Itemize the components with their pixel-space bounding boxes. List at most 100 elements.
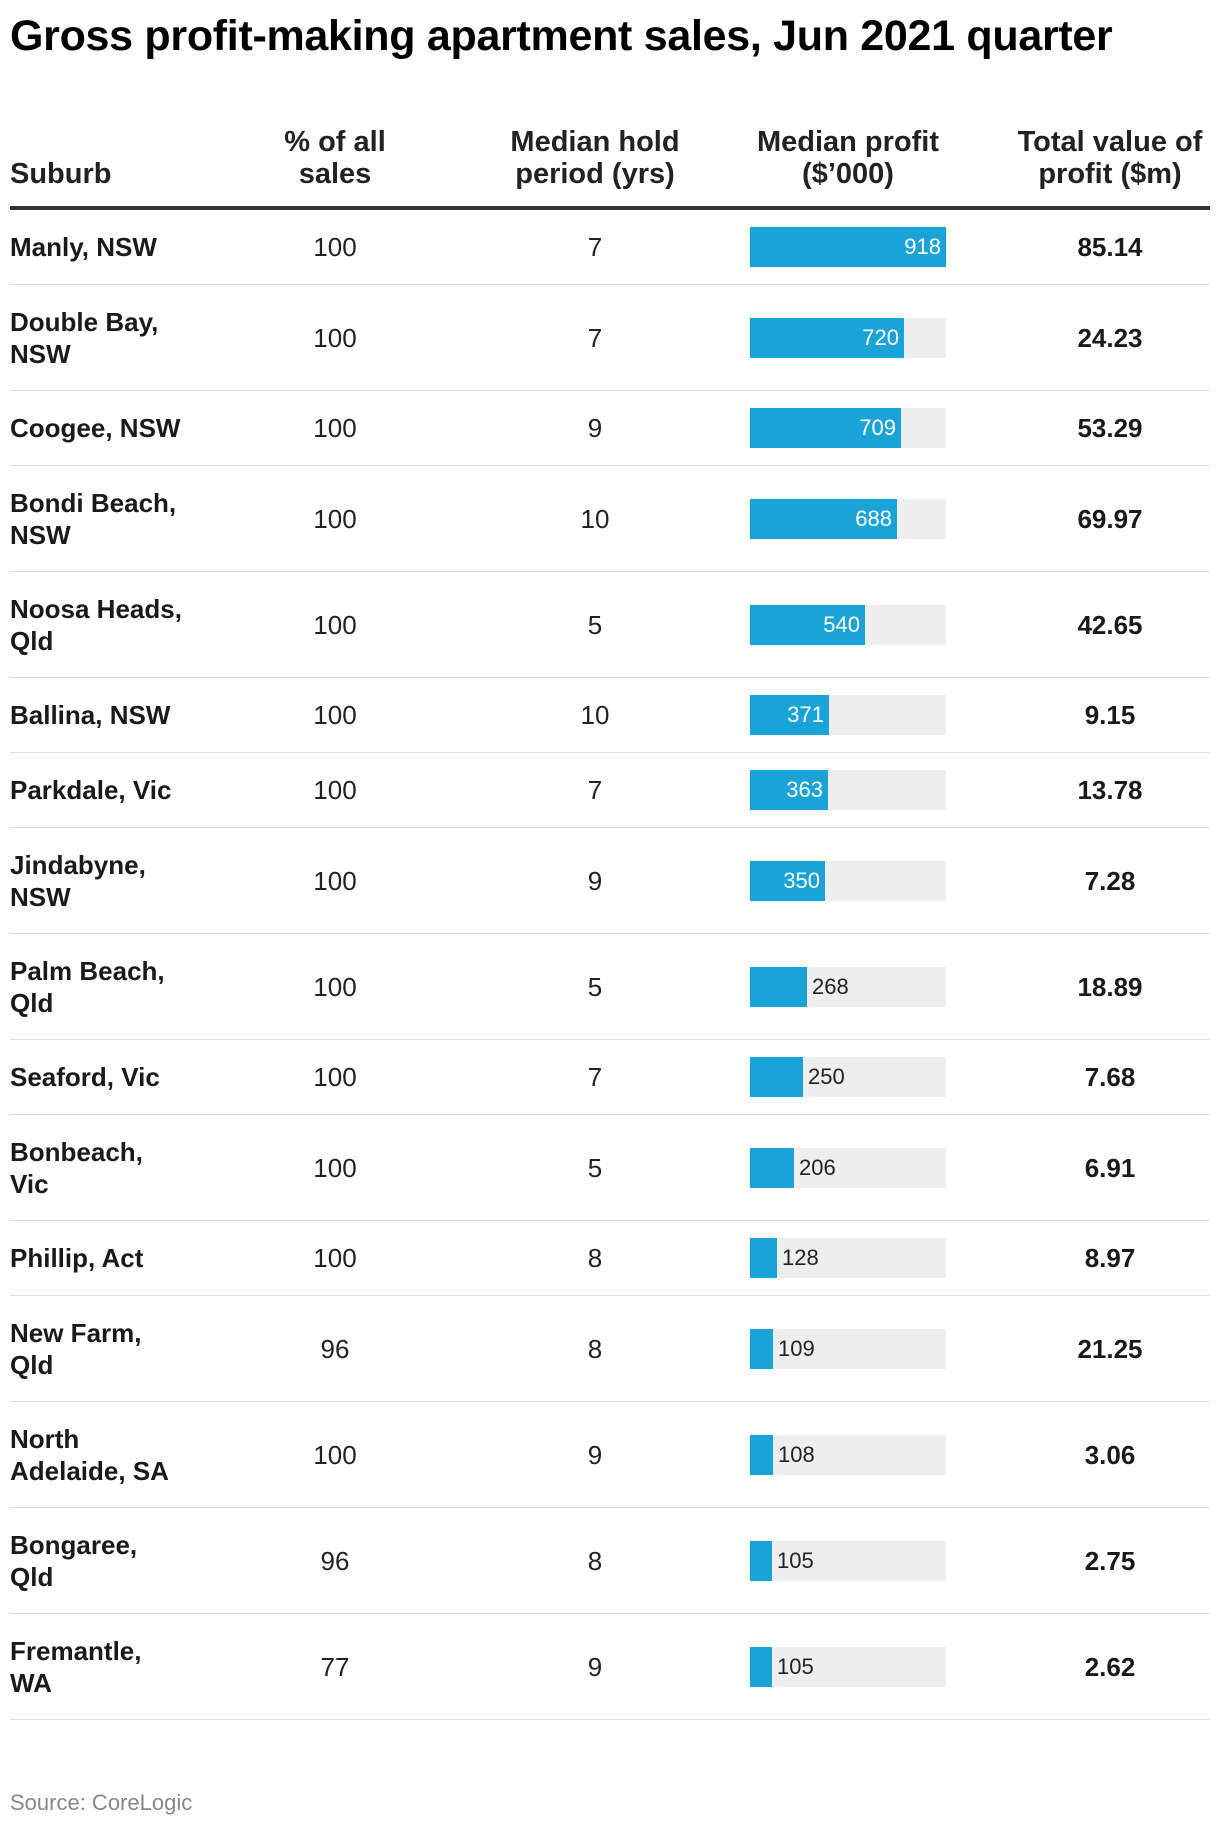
hold-period-cell: 5 xyxy=(587,1152,603,1183)
total-profit-cell: 69.97 xyxy=(1077,503,1143,534)
median-profit-cell: 108 xyxy=(750,1402,946,1507)
median-profit-cell: 206 xyxy=(750,1115,946,1220)
bar-track: 709 xyxy=(750,408,946,448)
profit-bar xyxy=(750,227,946,267)
suburb-name: Bonbeach, Vic xyxy=(10,1136,143,1200)
suburb-name-line: North xyxy=(10,1423,80,1454)
suburb-name: Seaford, Vic xyxy=(10,1061,160,1093)
suburb-name-line: Vic xyxy=(10,1168,49,1199)
suburb-name-line: Qld xyxy=(10,987,54,1018)
bar-track: 268 xyxy=(750,966,946,1007)
suburb-name: Phillip, Act xyxy=(10,1242,143,1274)
profit-bar xyxy=(750,966,807,1007)
median-profit-cell: 720 xyxy=(750,285,946,390)
median-profit-cell: 363 xyxy=(750,753,946,827)
bar-track: 109 xyxy=(750,1328,946,1369)
bar-track: 128 xyxy=(750,1238,946,1278)
pct-sales-cell: 100 xyxy=(313,1152,357,1183)
profit-bar-label: 371 xyxy=(787,702,824,727)
suburb-name: Palm Beach, Qld xyxy=(10,955,165,1019)
source-note: Source: CoreLogic xyxy=(10,1790,193,1815)
total-profit-cell: 2.75 xyxy=(1084,1545,1136,1576)
suburb-name: North Adelaide, SA xyxy=(10,1423,169,1487)
suburb-cell: Ballina, NSW xyxy=(10,678,220,752)
bar-track: 371 xyxy=(750,695,946,735)
total-profit-cell: 3.06 xyxy=(1084,1439,1136,1470)
pct-sales-cell: 100 xyxy=(313,700,357,730)
bar-track: 540 xyxy=(750,604,946,645)
suburb-name-line: Coogee, NSW xyxy=(10,413,181,443)
pct-sales-cell: 100 xyxy=(313,865,357,896)
suburb-cell: Fremantle, WA xyxy=(10,1614,220,1719)
suburb-cell: North Adelaide, SA xyxy=(10,1402,220,1507)
hold-period-cell: 9 xyxy=(587,1439,603,1470)
chart-title: Gross profit-making apartment sales, Jun… xyxy=(10,12,1113,60)
total-profit-cell: 42.65 xyxy=(1077,609,1143,640)
suburb-cell: Manly, NSW xyxy=(10,210,220,284)
table-row: Bonbeach, Vic 100 5 206 6.91 xyxy=(10,1115,1210,1221)
suburb-cell: Palm Beach, Qld xyxy=(10,934,220,1039)
profit-bar-label: 720 xyxy=(862,324,899,350)
total-profit-cell: 85.14 xyxy=(1077,232,1143,262)
bar-track: 108 xyxy=(750,1434,946,1475)
table-row: Parkdale, Vic 100 7 363 13.78 xyxy=(10,753,1210,828)
header-total-line1: Total value of xyxy=(1017,126,1203,158)
profit-bar xyxy=(750,770,828,810)
header-hold-line2: period (yrs) xyxy=(515,158,675,190)
table-row: North Adelaide, SA 100 9 108 3.06 xyxy=(10,1402,1210,1508)
table-header: Suburb % of all sales Median hold period… xyxy=(10,110,1210,210)
table-row: Bondi Beach, NSW 100 10 688 69.97 xyxy=(10,466,1210,572)
table-row: Coogee, NSW 100 9 709 53.29 xyxy=(10,391,1210,466)
total-profit-cell: 53.29 xyxy=(1077,413,1143,443)
hold-period-cell: 7 xyxy=(587,232,603,262)
suburb-cell: New Farm, Qld xyxy=(10,1296,220,1401)
table-row: New Farm, Qld 96 8 109 21.25 xyxy=(10,1296,1210,1402)
profit-bar xyxy=(750,604,865,645)
suburb-name-line: Qld xyxy=(10,625,54,656)
bar-track: 250 xyxy=(750,1057,946,1097)
table-row: Seaford, Vic 100 7 250 7.68 xyxy=(10,1040,1210,1115)
table-row: Palm Beach, Qld 100 5 268 18.89 xyxy=(10,934,1210,1040)
bar-track: 720 xyxy=(750,317,946,358)
suburb-cell: Bongaree, Qld xyxy=(10,1508,220,1613)
median-profit-cell: 250 xyxy=(750,1040,946,1114)
suburb-name: Double Bay, NSW xyxy=(10,306,158,370)
suburb-name: Noosa Heads, Qld xyxy=(10,593,182,657)
profit-bar-label: 108 xyxy=(778,1441,815,1467)
profit-bar-label: 363 xyxy=(786,777,823,802)
suburb-name-line: Adelaide, SA xyxy=(10,1455,169,1486)
hold-period-cell: 5 xyxy=(587,971,603,1002)
median-profit-cell: 709 xyxy=(750,391,946,465)
suburb-cell: Jindabyne, NSW xyxy=(10,828,220,933)
suburb-name-line: Bondi Beach, xyxy=(10,487,177,518)
profit-bar-label: 128 xyxy=(782,1245,819,1270)
pct-sales-cell: 100 xyxy=(313,1243,357,1273)
hold-period-cell: 8 xyxy=(587,1243,603,1273)
total-profit-cell: 2.62 xyxy=(1084,1651,1136,1682)
profit-bar xyxy=(750,1434,773,1475)
profit-bar xyxy=(750,1646,772,1687)
median-profit-cell: 540 xyxy=(750,572,946,677)
profit-bar-label: 540 xyxy=(823,611,860,637)
suburb-name-line: Fremantle, xyxy=(10,1635,142,1666)
suburb-name: Bongaree, Qld xyxy=(10,1529,137,1593)
suburb-name-line: Bonbeach, xyxy=(10,1136,143,1167)
suburb-name-line: Qld xyxy=(10,1349,54,1380)
profit-bar-label: 250 xyxy=(808,1064,845,1089)
profit-bar xyxy=(750,498,897,539)
pct-sales-cell: 100 xyxy=(313,1439,357,1470)
profit-bar xyxy=(750,1238,777,1278)
table-row: Manly, NSW 100 7 918 85.14 xyxy=(10,210,1210,285)
profit-bar-label: 105 xyxy=(777,1547,814,1573)
profit-bar xyxy=(750,408,901,448)
hold-period-cell: 10 xyxy=(580,700,610,730)
header-profit: Median profit ($’000) xyxy=(730,126,966,190)
profit-bar-label: 350 xyxy=(783,867,820,893)
suburb-name-line: Ballina, NSW xyxy=(10,700,171,730)
bar-track: 363 xyxy=(750,770,946,810)
pct-sales-cell: 96 xyxy=(320,1333,350,1364)
median-profit-cell: 688 xyxy=(750,466,946,571)
suburb-name: Parkdale, Vic xyxy=(10,774,171,806)
suburb-name-line: Parkdale, Vic xyxy=(10,775,172,805)
